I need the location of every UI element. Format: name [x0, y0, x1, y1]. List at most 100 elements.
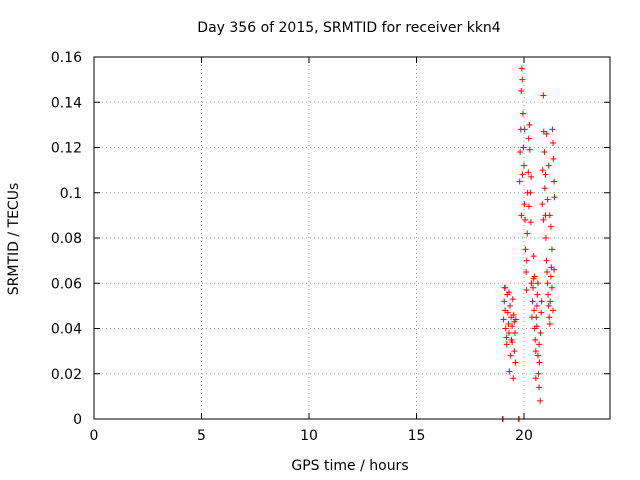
- data-point: [507, 352, 514, 359]
- data-point: [509, 323, 516, 330]
- grid-lines: [94, 57, 610, 419]
- data-point: [551, 266, 558, 273]
- data-point: [518, 212, 525, 219]
- data-point: [503, 334, 510, 341]
- data-point: [509, 339, 516, 346]
- x-tick-label: 20: [515, 428, 533, 444]
- data-point: [539, 201, 546, 208]
- data-point: [539, 167, 546, 174]
- data-point: [530, 284, 537, 291]
- data-point: [522, 216, 529, 223]
- data-point: [534, 291, 541, 298]
- data-point: [531, 273, 538, 280]
- data-point: [534, 352, 541, 359]
- data-point: [533, 314, 540, 321]
- data-point: [530, 253, 537, 260]
- data-point: [537, 330, 544, 337]
- data-point: [544, 268, 551, 275]
- data-point: [532, 336, 539, 343]
- y-tick-label: 0.04: [51, 322, 82, 338]
- data-point: [511, 330, 518, 337]
- data-point: [551, 178, 558, 185]
- data-points: [499, 65, 558, 422]
- data-point: [550, 307, 557, 314]
- data-point: [500, 316, 507, 323]
- y-tick-label: 0.14: [51, 95, 82, 111]
- data-point: [516, 178, 523, 185]
- data-point: [519, 76, 526, 83]
- data-point: [540, 216, 547, 223]
- data-point: [545, 162, 552, 169]
- y-tick-label: 0.16: [51, 50, 82, 66]
- data-point: [524, 230, 531, 237]
- y-tick-label: 0: [73, 412, 82, 428]
- x-axis-title: GPS time / hours: [291, 458, 408, 474]
- data-point: [527, 219, 534, 226]
- y-tick-label: 0.12: [51, 141, 82, 157]
- y-axis-title: SRMTID / TECUs: [6, 183, 22, 296]
- data-point: [526, 146, 533, 153]
- data-point: [505, 330, 512, 337]
- data-point: [528, 173, 535, 180]
- data-point: [511, 318, 518, 325]
- data-point: [551, 194, 558, 201]
- data-point: [527, 189, 534, 196]
- data-point: [510, 375, 517, 382]
- data-point: [504, 309, 511, 316]
- data-point: [549, 126, 556, 133]
- data-point: [503, 341, 510, 348]
- x-tick-label: 0: [90, 428, 99, 444]
- data-point: [541, 185, 548, 192]
- data-point: [533, 302, 540, 309]
- data-point: [510, 311, 517, 318]
- data-point: [517, 149, 524, 156]
- data-point: [506, 368, 513, 375]
- data-point: [538, 309, 545, 316]
- data-point: [546, 314, 553, 321]
- data-point: [521, 162, 527, 169]
- data-point: [519, 110, 526, 117]
- data-point: [538, 298, 545, 305]
- data-point: [543, 130, 550, 137]
- data-point: [509, 296, 516, 303]
- data-point: [545, 291, 552, 298]
- data-point: [505, 289, 512, 296]
- data-point: [546, 320, 553, 327]
- data-point: [528, 280, 535, 287]
- data-point: [522, 246, 529, 253]
- data-point: [502, 284, 509, 291]
- data-point: [542, 235, 549, 241]
- data-point: [525, 169, 532, 176]
- data-point: [525, 203, 532, 210]
- data-point: [550, 155, 557, 162]
- data-point: [526, 121, 533, 128]
- data-point: [547, 223, 554, 230]
- data-point: [520, 144, 527, 151]
- data-point: [507, 302, 514, 309]
- data-point: [543, 257, 550, 264]
- data-point: [519, 171, 526, 178]
- data-point: [548, 246, 555, 253]
- data-point: [544, 280, 551, 287]
- data-point: [537, 397, 544, 404]
- data-point: [521, 201, 528, 208]
- data-point: [540, 92, 547, 99]
- y-tick-label: 0.08: [51, 231, 82, 247]
- data-point: [523, 257, 530, 264]
- data-point: [521, 126, 528, 133]
- data-point: [529, 298, 536, 305]
- chart-title: Day 356 of 2015, SRMTID for receiver kkn…: [197, 20, 500, 36]
- data-point: [536, 384, 543, 391]
- x-tick-label: 15: [408, 428, 426, 444]
- data-point: [518, 87, 525, 94]
- data-point: [531, 307, 538, 314]
- data-point: [541, 149, 548, 156]
- data-point: [544, 196, 551, 203]
- x-tick-label: 5: [197, 428, 206, 444]
- y-tick-label: 0.06: [51, 276, 82, 292]
- data-point: [536, 341, 543, 348]
- data-point: [548, 284, 555, 291]
- data-point: [512, 359, 519, 366]
- data-point: [547, 273, 554, 280]
